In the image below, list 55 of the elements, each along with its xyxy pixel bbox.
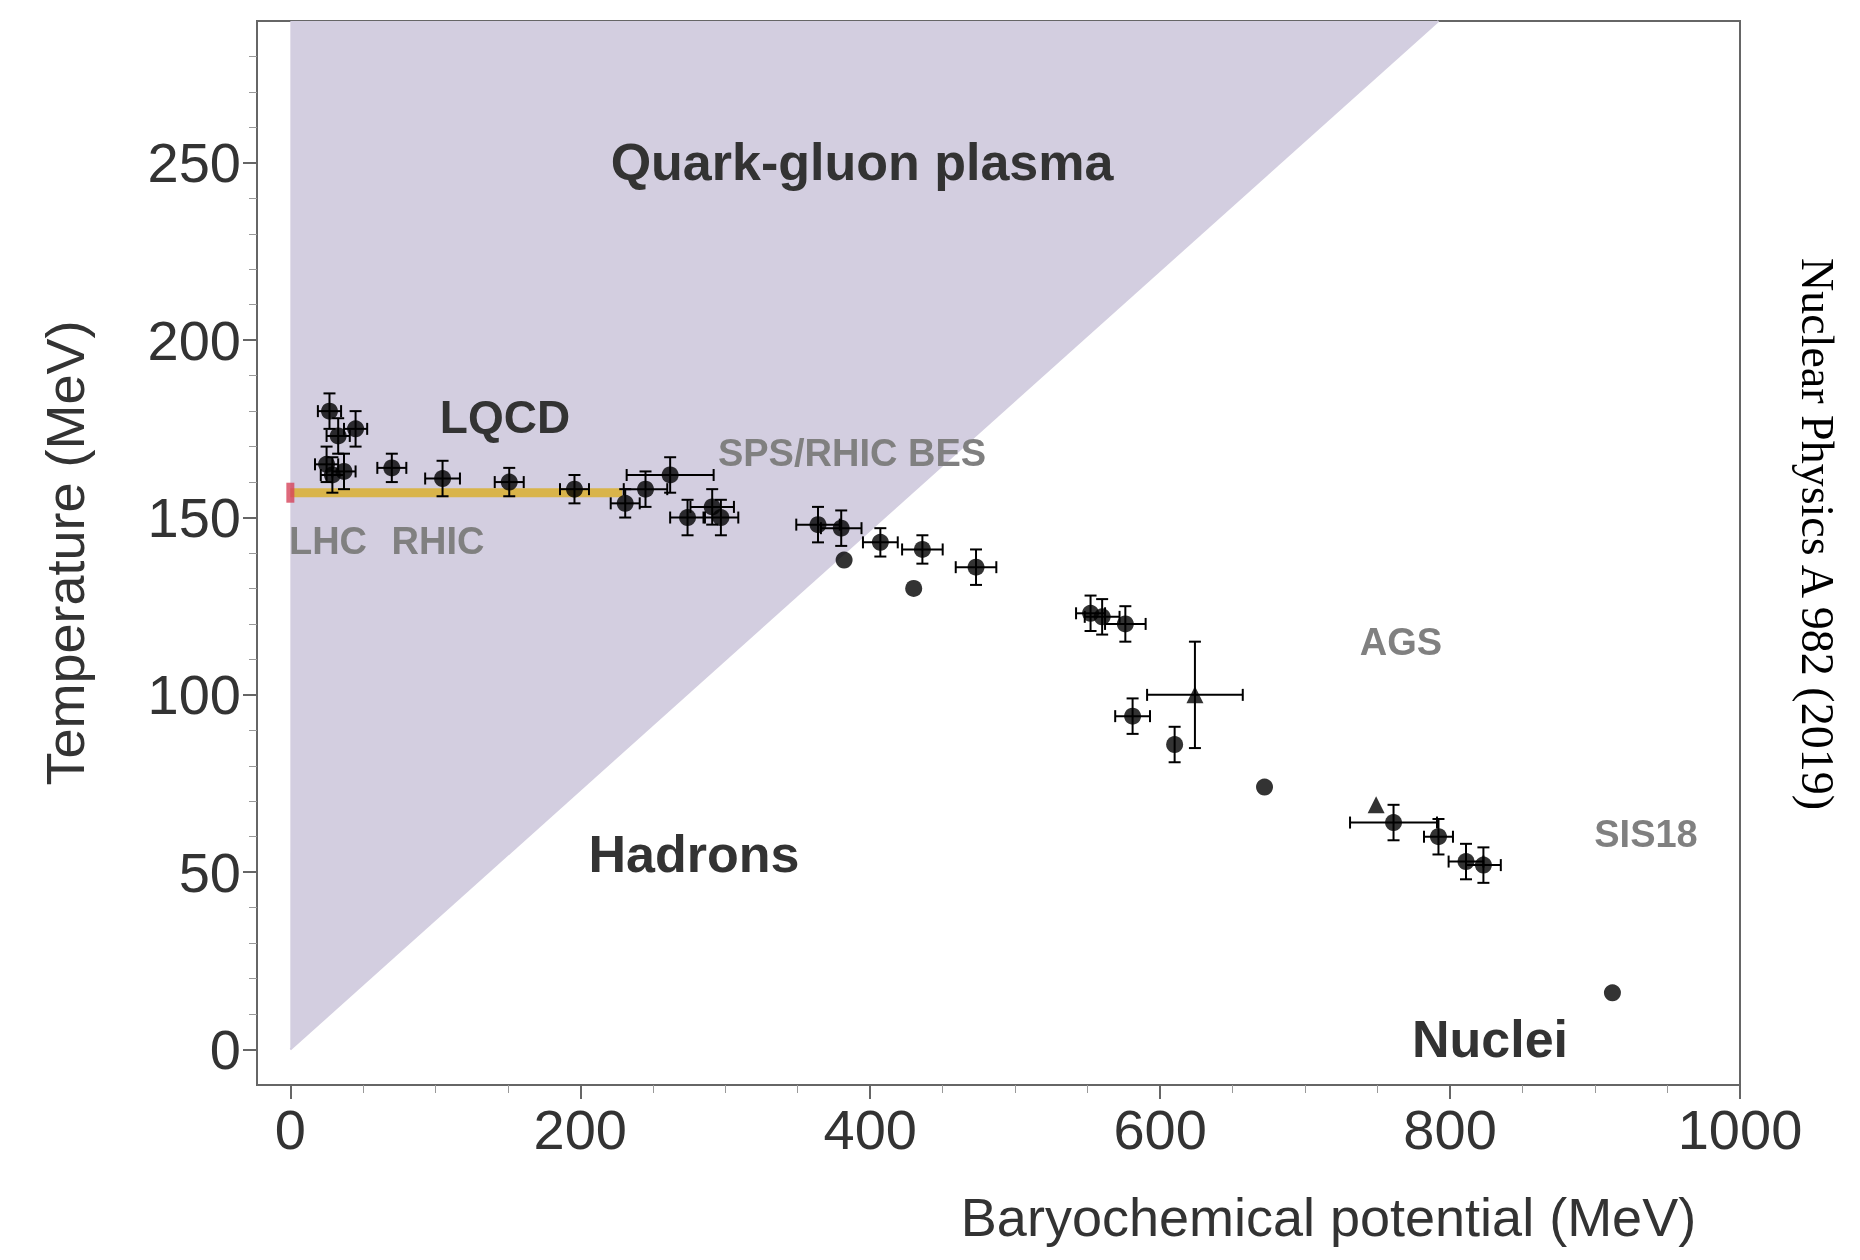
y-tick-label: 100 <box>147 663 241 727</box>
annotation: SPS/RHIC BES <box>717 432 987 474</box>
point <box>1474 856 1492 874</box>
y-tick-label: 150 <box>147 486 241 550</box>
y-tick-label: 200 <box>147 308 241 372</box>
point <box>1124 707 1142 725</box>
point <box>637 480 655 498</box>
point <box>1186 686 1204 704</box>
point <box>1367 796 1385 814</box>
point <box>321 402 338 420</box>
point <box>1457 853 1475 871</box>
y-tick-label: 250 <box>147 131 241 195</box>
point <box>323 466 341 484</box>
x-axis-title: Baryochemical potential (MeV) <box>960 1187 1697 1247</box>
annotation: SIS18 <box>1594 813 1698 855</box>
text: Nuclear Physics A 982 (2019) <box>1791 258 1843 810</box>
point <box>434 470 452 488</box>
point <box>871 533 889 551</box>
point <box>661 466 679 484</box>
x-tick-label: 1000 <box>1677 1097 1803 1161</box>
point <box>913 540 931 558</box>
point <box>565 480 583 498</box>
annotation: Quark-gluon plasma <box>610 133 1115 191</box>
point <box>1256 778 1274 796</box>
point <box>500 473 518 491</box>
point <box>835 551 853 569</box>
annotation: LQCD <box>439 391 571 443</box>
annotation: RHIC <box>391 520 485 562</box>
x-tick-label: 400 <box>823 1097 917 1161</box>
point <box>905 579 923 597</box>
y-tick-label: 50 <box>178 840 241 904</box>
annotation: AGS <box>1359 621 1443 663</box>
x-tick-label: 0 <box>274 1097 306 1161</box>
point <box>616 494 634 512</box>
point <box>1385 814 1403 832</box>
point <box>1166 736 1184 754</box>
y-tick-label: 0 <box>209 1018 241 1082</box>
x-tick-label: 200 <box>533 1097 627 1161</box>
annotation: Hadrons <box>588 825 800 883</box>
point <box>383 459 401 477</box>
annotation: Nuclei <box>1411 1010 1569 1068</box>
point <box>329 427 347 445</box>
point <box>712 509 730 527</box>
point <box>347 420 365 438</box>
y-axis-title: Temperature (MeV) <box>35 320 95 786</box>
point <box>1603 984 1621 1002</box>
point <box>1116 615 1134 633</box>
x-tick-label: 800 <box>1403 1097 1497 1161</box>
point <box>1429 828 1447 846</box>
point <box>832 519 850 537</box>
annotation: LHC <box>288 520 368 562</box>
point <box>679 509 697 527</box>
point <box>967 558 985 576</box>
x-tick-label: 600 <box>1113 1097 1207 1161</box>
point <box>809 516 827 534</box>
